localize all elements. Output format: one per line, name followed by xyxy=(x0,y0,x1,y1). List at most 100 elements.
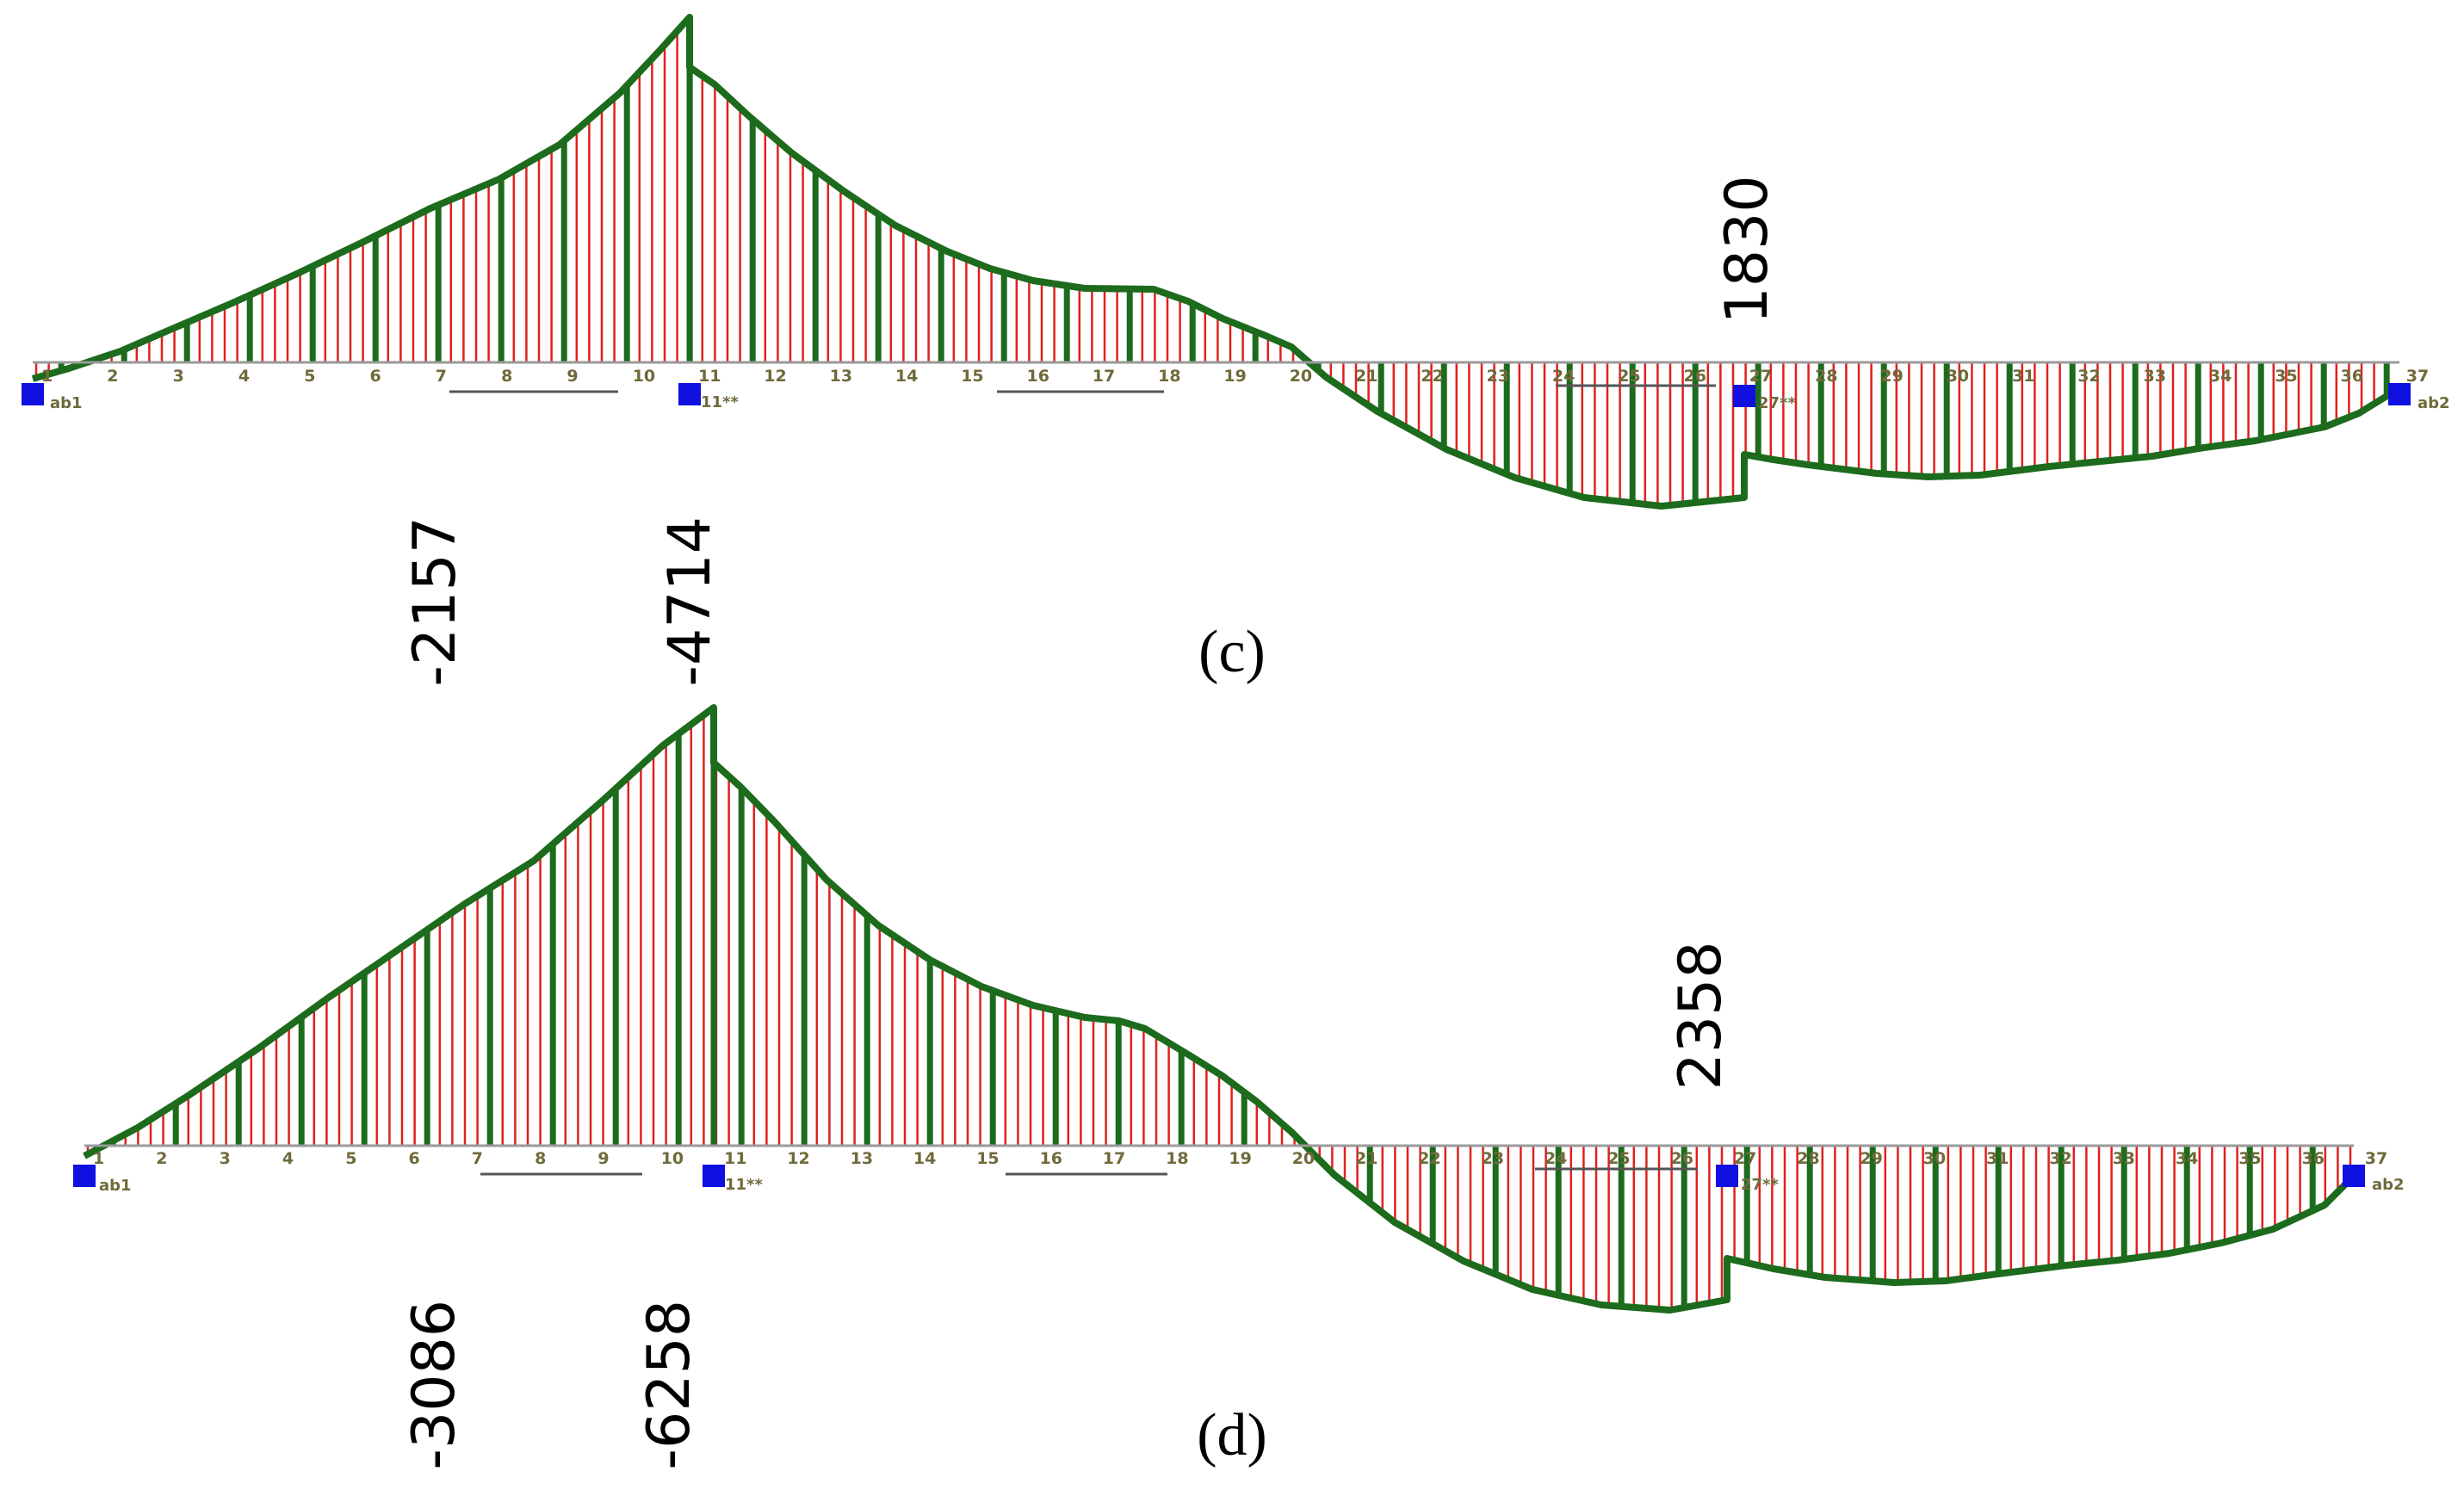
node-label: 32 xyxy=(2077,367,2100,386)
node-label: 25 xyxy=(1607,1149,1630,1168)
support-label: ab1 xyxy=(99,1177,132,1195)
node-label: 23 xyxy=(1487,367,1509,386)
moment-value-label: -4714 xyxy=(656,516,724,687)
diagram-d-axis xyxy=(84,1144,2354,1176)
node-label: 16 xyxy=(1040,1149,1062,1168)
diagram-d-node-labels: 1 2 3 4 5 6 7 8 9 10 11 12 13 14 15 16 17 18 19 20 21 22 23 24 2… xyxy=(93,1149,2387,1168)
node-label: 24 xyxy=(1545,1149,1567,1168)
node-label: 31 xyxy=(2012,367,2034,386)
support-label: ab2 xyxy=(2418,394,2450,412)
node-label: 33 xyxy=(2144,367,2166,386)
node-label: 37 xyxy=(2365,1149,2387,1168)
moment-value-label: -3086 xyxy=(400,1300,468,1470)
node-label: 31 xyxy=(1986,1149,2009,1168)
node-label: 5 xyxy=(304,367,315,386)
node-label: 35 xyxy=(2238,1149,2261,1168)
node-label: 26 xyxy=(1684,367,1706,386)
support-marker xyxy=(73,1165,96,1187)
node-label: 6 xyxy=(409,1149,420,1168)
node-label: 33 xyxy=(2113,1149,2135,1168)
node-label: 5 xyxy=(345,1149,356,1168)
moment-outline xyxy=(31,14,2402,510)
support-marker xyxy=(2388,383,2411,405)
node-label: 17 xyxy=(1093,367,1115,386)
node-label: 14 xyxy=(913,1149,936,1168)
support-label: ab2 xyxy=(2372,1176,2405,1194)
node-label: 34 xyxy=(2209,367,2232,386)
support-marker xyxy=(1733,385,1755,407)
support-marker xyxy=(1716,1165,1738,1187)
node-label: 4 xyxy=(238,367,250,386)
node-label: 16 xyxy=(1027,367,1049,386)
node-label: 28 xyxy=(1815,367,1837,386)
node-label: 4 xyxy=(282,1149,294,1168)
support-label: 27** xyxy=(1758,394,1796,412)
diagram-c-values: -2157 -4714 1830 xyxy=(401,175,1781,686)
node-label: 9 xyxy=(597,1149,609,1168)
moment-value-label: 2358 xyxy=(1667,941,1735,1090)
diagram-d-values: -3086 -6258 2358 xyxy=(400,941,1735,1469)
node-label: 11 xyxy=(724,1149,746,1168)
node-label: 8 xyxy=(501,367,512,386)
moment-value-label: -6258 xyxy=(635,1300,703,1470)
node-label: 23 xyxy=(1482,1149,1504,1168)
moment-value-label: 1830 xyxy=(1713,175,1781,324)
node-label: 10 xyxy=(633,367,655,386)
node-label: 13 xyxy=(851,1149,873,1168)
support-label: 27** xyxy=(1741,1176,1779,1194)
node-label: 7 xyxy=(436,367,447,386)
node-label: 34 xyxy=(2176,1149,2198,1168)
node-label: 18 xyxy=(1166,1149,1188,1168)
node-label: 30 xyxy=(1947,367,1969,386)
node-label: 10 xyxy=(661,1149,684,1168)
diagram-c-caption: (c) xyxy=(1198,619,1266,685)
node-label: 13 xyxy=(830,367,852,386)
node-label: 29 xyxy=(1880,367,1903,386)
node-label: 25 xyxy=(1618,367,1640,386)
node-label: 11 xyxy=(698,367,721,386)
node-label: 3 xyxy=(220,1149,231,1168)
node-label: 35 xyxy=(2275,367,2297,386)
node-label: 21 xyxy=(1355,1149,1377,1168)
node-label: 20 xyxy=(1290,367,1312,386)
node-label: 12 xyxy=(764,367,786,386)
node-label: 14 xyxy=(895,367,918,386)
node-label: 19 xyxy=(1223,367,1246,386)
node-label: 17 xyxy=(1103,1149,1125,1168)
diagram-c-hatching xyxy=(34,31,2390,506)
node-label: 36 xyxy=(2302,1149,2325,1168)
node-label: 12 xyxy=(787,1149,809,1168)
node-label: 20 xyxy=(1292,1149,1315,1168)
diagram-c-node-labels: 1 2 3 4 5 6 7 8 9 10 11 12 13 14 15 16 17 18 19 20 21 22 23 24 2… xyxy=(41,367,2429,386)
node-label: 6 xyxy=(370,367,381,386)
node-label: 22 xyxy=(1421,367,1443,386)
node-label: 18 xyxy=(1158,367,1180,386)
support-marker xyxy=(703,1165,725,1187)
node-label: 30 xyxy=(1923,1149,1946,1168)
node-label: 32 xyxy=(2049,1149,2071,1168)
node-label: 9 xyxy=(566,367,578,386)
diagram-d-outline xyxy=(83,704,2356,1314)
node-label: 8 xyxy=(535,1149,546,1168)
node-label: 37 xyxy=(2406,367,2429,386)
support-marker xyxy=(22,383,44,405)
node-label: 1 xyxy=(93,1149,104,1168)
diagram-d-caption: (d) xyxy=(1197,1402,1267,1468)
support-label: 11** xyxy=(725,1176,763,1194)
diagram-d-supports: ab1 11** 27** ab2 xyxy=(73,1165,2405,1195)
node-label: 27 xyxy=(1749,367,1772,386)
node-label: 24 xyxy=(1552,367,1575,386)
moment-diagram-c: 1 2 3 4 5 6 7 8 9 10 11 12 13 14 15 16 17 18 19 20 21 22 23 24 2… xyxy=(22,14,2450,687)
node-label: 26 xyxy=(1671,1149,1693,1168)
node-label: 3 xyxy=(173,367,184,386)
diagram-d-hatching xyxy=(86,714,2352,1310)
node-label: 7 xyxy=(472,1149,483,1168)
node-label: 2 xyxy=(156,1149,167,1168)
node-label: 27 xyxy=(1734,1149,1756,1168)
node-label: 36 xyxy=(2341,367,2363,386)
node-label: 19 xyxy=(1229,1149,1251,1168)
node-label: 15 xyxy=(976,1149,999,1168)
diagram-c-axis xyxy=(33,361,2399,393)
moment-value-label: -2157 xyxy=(401,516,469,687)
support-label: ab1 xyxy=(50,394,83,412)
